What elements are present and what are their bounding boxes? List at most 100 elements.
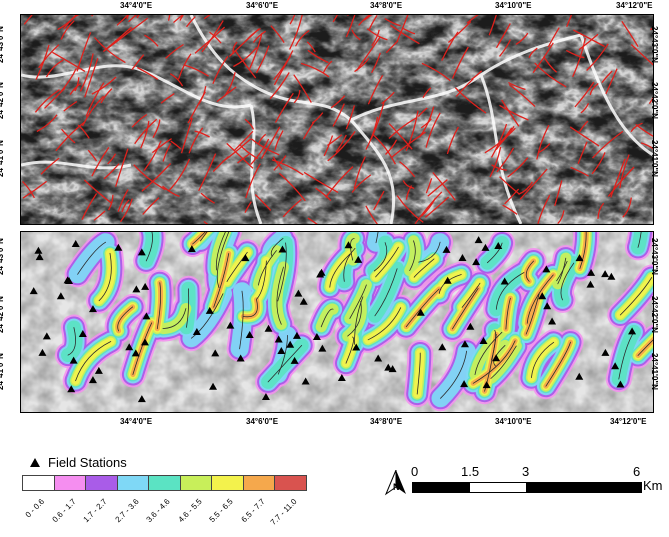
lineament [152,119,161,139]
lineament [345,105,356,130]
lineament [94,37,126,64]
field-station-marker [458,254,467,262]
top-lon-label: 34°4'0"E [120,1,153,10]
lineament [306,41,316,53]
lineament [245,163,261,199]
lineament-trace [156,282,162,330]
lineament [173,15,184,23]
lineament [116,15,129,26]
lineament [103,163,120,180]
field-station-marker [137,395,146,403]
field-station-marker [317,268,326,276]
lineament [81,193,98,220]
lineament [52,51,86,72]
field-station-marker [354,255,363,263]
lineament [76,32,92,72]
lineament [358,15,371,26]
lineament-trace [375,246,399,278]
lineament [390,24,420,45]
field-station-marker [543,302,552,310]
lineament-trace [215,232,226,271]
lineament-trace [405,288,440,328]
lineament [417,107,428,118]
north-arrow-icon: N [384,470,406,496]
field-station-marker [114,243,123,251]
top-lon-label: 34°6'0"E [246,1,279,10]
lineament-trace [75,341,112,382]
lineament [405,110,419,152]
lineament [501,99,520,127]
top-left-lat-label: 24°41'0"N [0,140,5,177]
legend-stations: Field Stations [30,455,170,471]
lineament [414,191,443,224]
triangle-icon [30,458,40,467]
lineament [245,27,261,42]
lineament [302,120,316,140]
bottom-lon-label: 34°4'0"E [120,417,153,426]
legend-density-ramp: 0 - 0.6 0.6 - 1.7 1.7 - 2.7 2.7 - 3.6 3.6 - … [22,475,315,537]
lineament [136,66,159,80]
lineament [162,143,172,162]
field-station-marker [34,246,43,254]
lineament [554,180,563,207]
lineament-trace [452,288,479,330]
lineament [244,118,255,130]
lineament-trace [556,261,568,282]
lineament [269,72,290,100]
lineament [179,15,184,21]
lineament-trace [186,288,190,328]
top-left-lat-label: 24°43'0"N [0,26,5,63]
top-left-lat-label: 24°42'0"N [0,82,5,119]
field-station-marker [628,327,637,335]
lineament [578,33,599,51]
lineament-trace [461,282,481,308]
lineament [371,29,380,47]
lineament [405,185,413,200]
lineament [100,88,113,104]
lineament [294,29,310,47]
bottom-lon-label: 34°8'0"E [370,417,403,426]
lineament [635,123,653,137]
lineament [454,87,487,114]
lineament [34,89,60,113]
lineament [619,154,630,189]
lineament [270,25,285,44]
lineament [44,87,66,109]
lineament [63,100,78,112]
lineament-trace [525,260,534,282]
field-station-marker [71,240,80,248]
field-station-marker [209,382,218,390]
lineament [128,15,137,23]
lineament [289,15,303,50]
lineament [254,194,272,211]
lineament [421,62,451,82]
lineament-trace [490,345,517,379]
lineament [79,53,94,92]
lineament [570,166,589,177]
field-station-marker [187,245,196,253]
lineament [274,130,284,150]
legend-class-label: 0.6 - 1.7 [50,497,78,525]
lineament [257,133,267,145]
lineament [307,49,329,64]
field-station-marker [88,305,97,313]
lineament-trace [117,306,133,332]
bottom-right-lat-label: 24°42'0"N [649,296,659,333]
lineament [547,27,560,48]
lineament [114,148,129,187]
lineament [38,44,60,69]
lineament [226,142,254,169]
legend-swatch [22,475,55,491]
lineament [121,199,130,213]
lineament [60,20,75,40]
lineament [543,56,558,73]
legend-swatch [116,475,149,491]
field-station-marker [538,292,547,300]
lineament-trace [350,238,355,261]
lineament [447,21,472,43]
field-station-marker [312,333,321,341]
lineament [422,87,432,99]
lineament-trace [472,340,516,384]
lineament [233,130,254,152]
field-station-marker [35,253,44,261]
